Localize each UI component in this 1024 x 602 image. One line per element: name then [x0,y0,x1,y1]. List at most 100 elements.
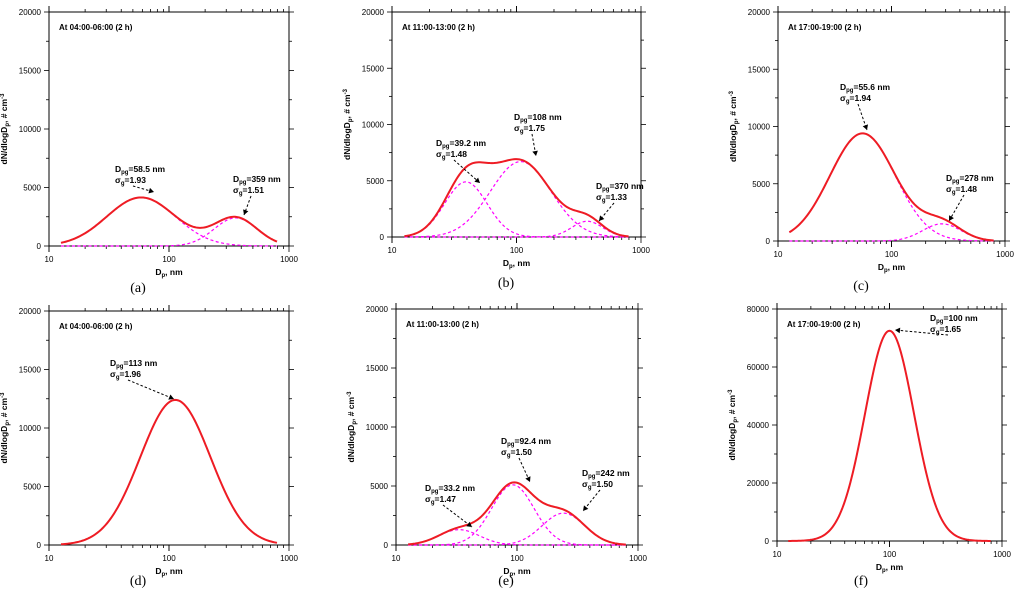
panel-label: (b) [497,276,515,291]
panel-label: (f) [854,574,868,589]
mode-fit-line [404,161,629,238]
panel-label: (c) [853,279,869,294]
chart-panel-d: 10 100 1000 0 5000 10000 15000 20000 Dp, nm dN/dl… [0,301,341,602]
x-tick-label: 1000 [996,250,1014,259]
x-tick-label: 100 [162,554,176,563]
mode-dpg-label: Dpg=242 nm [582,468,630,480]
mode-dpg-label: Dpg=33.2 nm [425,483,476,495]
x-axis-title: Dp, nm [878,262,906,274]
arrow-head-icon [168,394,174,400]
total-distribution-line [408,481,626,546]
time-label: At 04:00-06:00 (2 h) [59,23,133,32]
y-axis-title: dN/dlogDp, # cm-3 [728,90,740,162]
mode-sigma-label: σg=1.50 [501,447,532,459]
y-tick-label: 5000 [366,177,384,186]
y-tick-label: 10000 [362,121,385,130]
chart-panel-c: 10 100 1000 0 5000 10000 15000 20000 Dp, nm dN/dl… [682,0,1023,301]
mode-fit-line [408,484,626,546]
mode-dpg-label: Dpg=100 nm [930,313,978,325]
x-tick-label: 10 [392,554,401,563]
y-tick-label: 0 [384,541,389,550]
annotation-arrow [948,194,965,222]
arrow-head-icon [895,327,901,334]
y-tick-label: 10000 [19,125,42,134]
x-tick-label: 10 [773,550,782,559]
y-tick-label: 20000 [366,305,389,314]
mode-fit-line [404,181,629,238]
mode-dpg-label: Dpg=359 nm [233,174,281,186]
arrow-head-icon [949,215,954,221]
x-axis-title: Dp, nm [503,258,531,270]
mode-sigma-label: σg=1.48 [436,149,467,161]
chart-svg: 10 100 1000 0 20000 40000 60000 80000 Dp, nm dN/d… [727,303,1011,574]
mode-dpg-label: Dpg=58.5 nm [115,164,166,176]
y-tick-label: 20000 [747,479,770,488]
x-tick-label: 100 [510,554,524,563]
x-tick-label: 100 [883,550,897,559]
x-tick-label: 1000 [280,255,298,264]
y-tick-label: 40000 [747,421,770,430]
y-tick-label: 15000 [362,64,385,73]
x-tick-label: 1000 [632,246,650,255]
mode-sigma-label: σg=1.96 [110,369,141,381]
y-tick-label: 0 [37,541,42,550]
chart-panel-b: 10 100 1000 0 5000 10000 15000 20000 Dp, nm dN/dl… [341,0,682,301]
mode-fit-line [404,220,629,238]
mode-dpg-label: Dpg=278 nm [946,173,994,185]
chart-panel-f: 10 100 1000 0 20000 40000 60000 80000 Dp, nm dN/d… [682,301,1023,602]
total-distribution-line [788,329,991,542]
y-tick-label: 0 [765,537,770,546]
y-tick-label: 0 [380,233,385,242]
x-tick-label: 10 [45,255,54,264]
time-label: At 04:00-06:00 (2 h) [59,322,133,331]
y-tick-label: 20000 [19,307,42,316]
arrow-head-icon [862,124,869,130]
panel-label: (a) [130,281,146,296]
y-tick-label: 10000 [366,423,389,432]
y-axis-title: dN/dlogDp, # cm-3 [342,88,354,160]
arrow-head-icon [599,215,605,221]
x-tick-label: 1000 [629,554,647,563]
arrow-head-icon [148,187,154,194]
mode-sigma-label: σg=1.65 [930,324,961,336]
mode-sigma-label: σg=1.75 [514,123,545,135]
mode-dpg-label: Dpg=108 nm [514,112,562,124]
annotation-arrow [453,159,481,184]
total-distribution-line [788,132,994,242]
total-distribution-line [60,196,278,244]
mode-sigma-label: σg=1.51 [233,185,264,197]
panel-label: (e) [498,574,514,589]
plot-frame [395,308,639,546]
x-tick-label: 10 [388,246,397,255]
y-tick-label: 20000 [362,8,385,17]
time-label: At 11:00-13:00 (2 h) [406,320,479,329]
arrow-head-icon [525,476,531,482]
total-distribution-line [60,398,278,546]
mode-dpg-label: Dpg=39.2 nm [436,138,487,150]
annotation-arrow [442,504,473,528]
x-axis-title: Dp, nm [155,566,183,578]
x-axis-title: Dp, nm [876,562,904,574]
y-axis-title: dN/dlogDp, # cm-3 [0,93,11,165]
y-tick-label: 0 [766,237,771,246]
y-tick-label: 5000 [752,180,770,189]
mode-fit-line [60,196,277,247]
y-tick-label: 20000 [19,8,42,17]
y-tick-label: 10000 [748,123,771,132]
mode-sigma-label: σg=1.48 [946,184,977,196]
y-tick-label: 5000 [23,483,41,492]
x-tick-label: 100 [162,255,176,264]
chart-panel-e: 10 100 1000 0 5000 10000 15000 20000 Dp, nm dN/dl… [341,301,682,602]
y-axis-title: dN/dlogDp, # cm-3 [0,392,11,464]
y-tick-label: 15000 [19,67,42,76]
total-distribution-line [404,158,629,238]
plot-frame [48,310,290,546]
mode-sigma-label: σg=1.93 [115,175,146,187]
mode-sigma-label: σg=1.47 [425,494,456,506]
y-axis-title: dN/dlogDp, # cm-3 [727,389,739,461]
mode-dpg-label: Dpg=55.6 nm [840,82,891,94]
y-tick-label: 10000 [19,424,42,433]
mode-sigma-label: σg=1.50 [582,479,613,491]
